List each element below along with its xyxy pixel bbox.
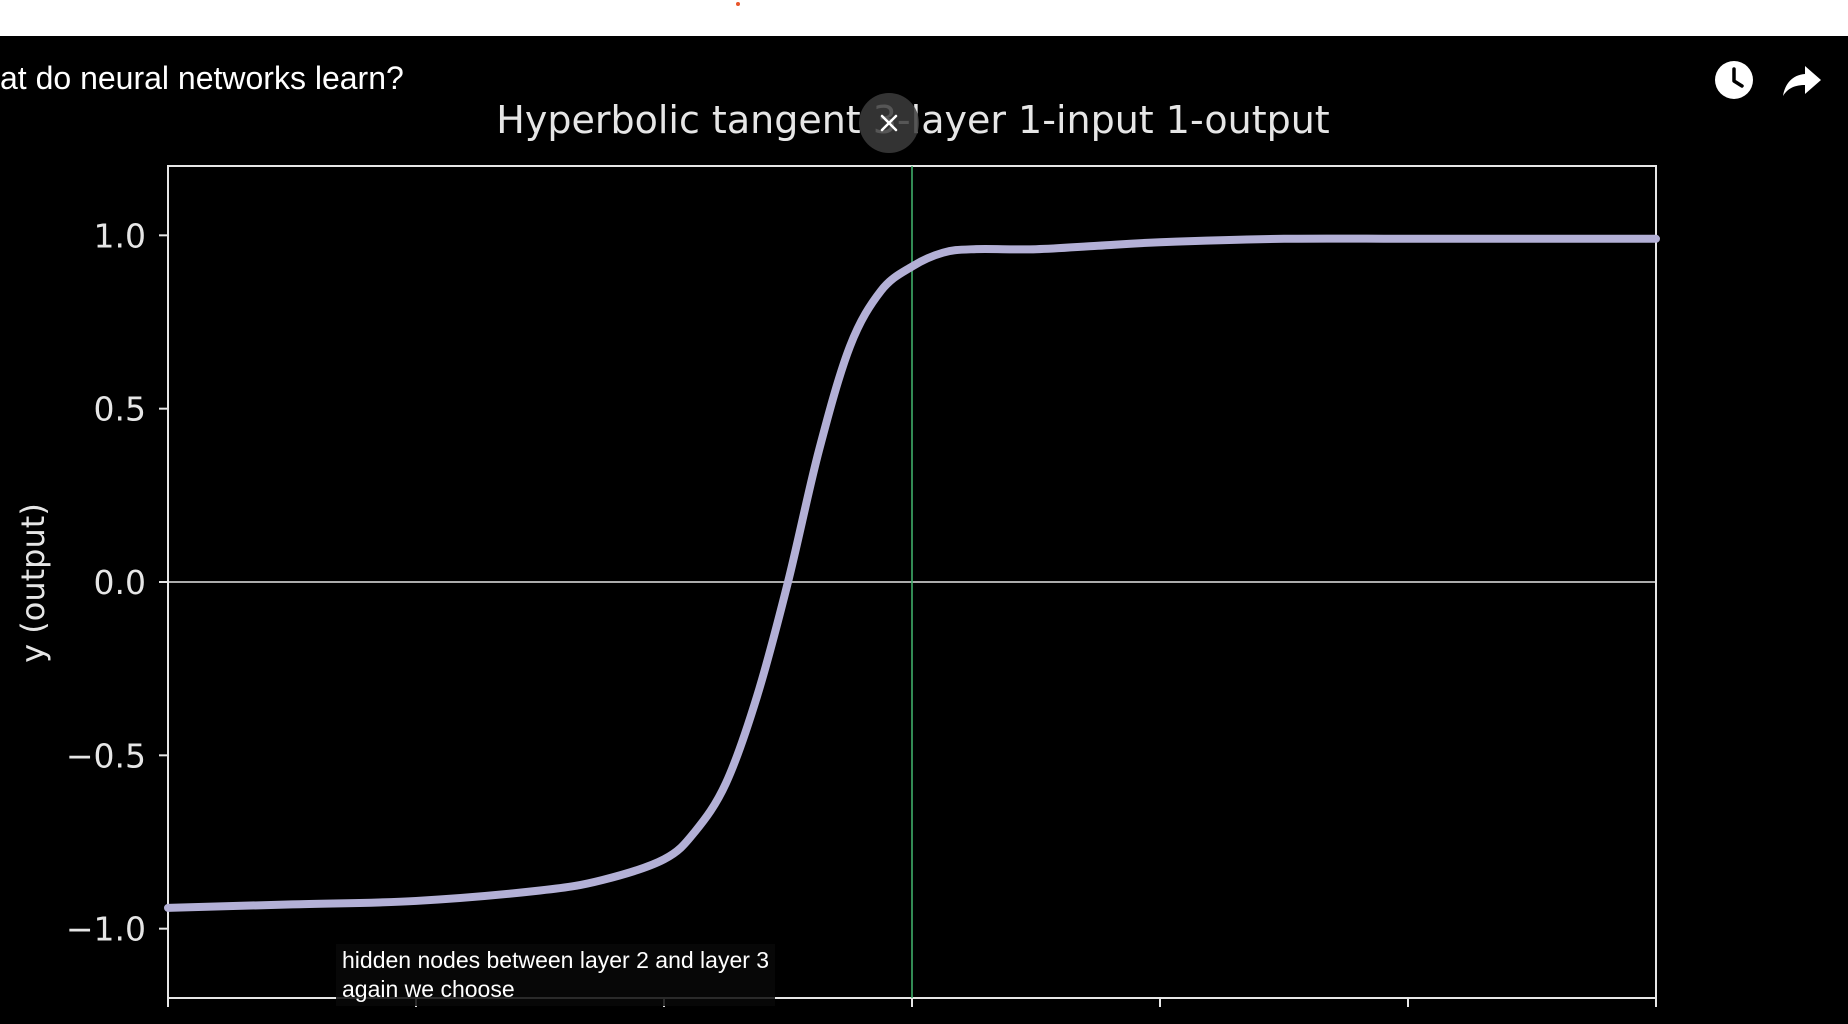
y-tick-label: 1.0 [94, 216, 146, 255]
subtitle-caption: hidden nodes between layer 2 and layer 3… [336, 944, 776, 1006]
clock-icon[interactable] [1712, 58, 1756, 102]
close-button[interactable] [859, 93, 919, 153]
y-tick-label: −0.5 [66, 736, 146, 775]
video-player[interactable]: 1.0 0.5 0.0 −0.5 −1.0 Hyperbolic tangent 3-l… [0, 36, 1848, 1024]
y-tick-label: 0.0 [94, 563, 146, 602]
y-axis-label: y (output) [14, 503, 52, 663]
caption-line-1: hidden nodes between layer 2 and layer 3 [342, 947, 770, 973]
progress-dot [736, 2, 740, 6]
caption-line-2: again we choose [342, 976, 515, 1002]
share-arrow-icon[interactable] [1780, 58, 1824, 102]
close-icon [880, 114, 898, 132]
y-tick-label: 0.5 [94, 390, 146, 429]
y-tick-label: −1.0 [66, 910, 146, 949]
tanh-curve [164, 234, 1660, 912]
chart: 1.00.50.0−0.5−1.0 Hyperbolic tangent 3-l… [14, 98, 1660, 1007]
video-title[interactable]: at do neural networks learn? [0, 60, 404, 96]
browser-top-strip [0, 0, 1848, 36]
